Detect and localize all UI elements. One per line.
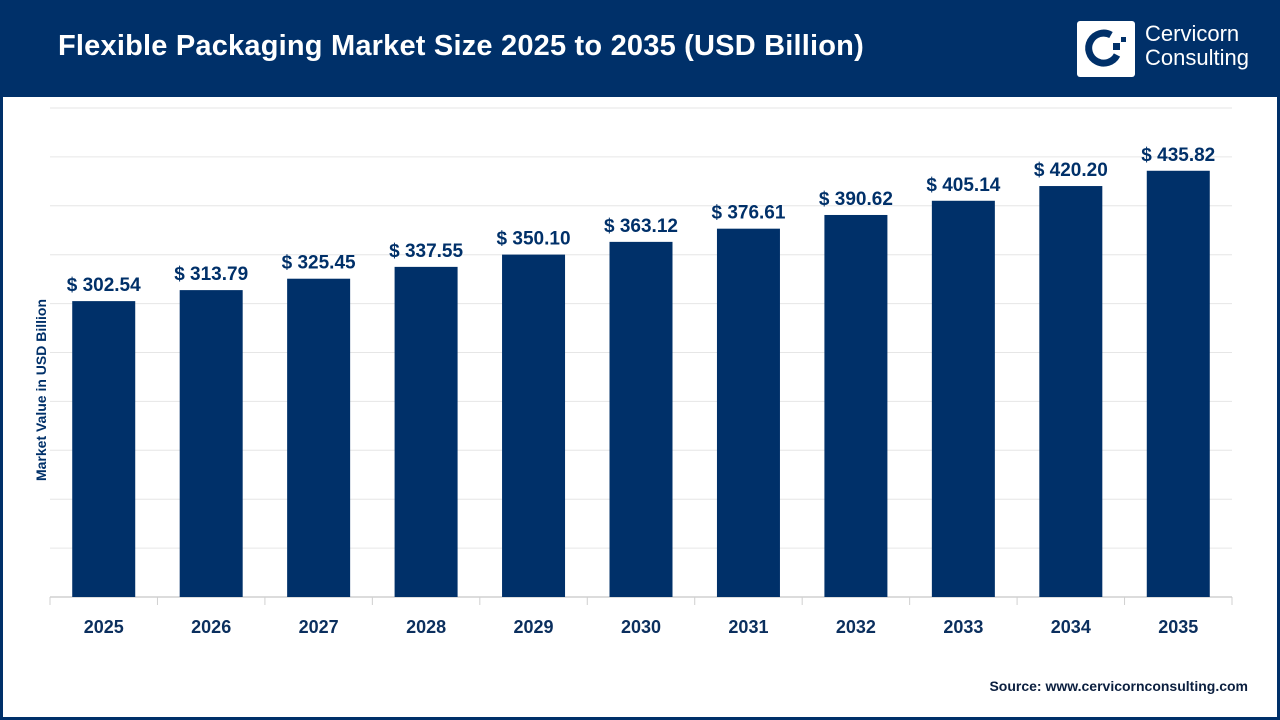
bar-2026	[179, 290, 243, 597]
x-tick-label-2030: 2030	[621, 617, 661, 637]
bar-2030	[609, 241, 673, 597]
x-tick-label-2031: 2031	[728, 617, 768, 637]
bar-2034	[1039, 186, 1103, 597]
chart-title: Flexible Packaging Market Size 2025 to 2…	[58, 30, 864, 62]
bar-2032	[824, 214, 888, 597]
logo-line2: Consulting	[1145, 45, 1249, 70]
x-tick-label-2025: 2025	[84, 617, 124, 637]
x-tick-label-2032: 2032	[836, 617, 876, 637]
x-tick-label-2029: 2029	[514, 617, 554, 637]
data-label-2032: $ 390.62	[819, 189, 893, 210]
data-label-2025: $ 302.54	[67, 275, 141, 296]
bar-2031	[716, 228, 780, 597]
x-tick-label-2034: 2034	[1051, 617, 1091, 637]
bar-2025	[72, 301, 136, 597]
data-label-2034: $ 420.20	[1034, 160, 1108, 181]
bar-2027	[287, 278, 351, 597]
logo-text: Cervicorn Consulting	[1145, 22, 1249, 70]
x-tick-label-2026: 2026	[191, 617, 231, 637]
logo-line1: Cervicorn	[1145, 21, 1240, 46]
data-label-2028: $ 337.55	[389, 241, 463, 262]
x-tick-label-2028: 2028	[406, 617, 446, 637]
y-axis-label: Market Value in USD Billion	[33, 298, 49, 482]
x-tick-label-2033: 2033	[943, 617, 983, 637]
data-label-2031: $ 376.61	[711, 203, 785, 224]
data-label-2026: $ 313.79	[174, 264, 248, 285]
data-label-2029: $ 350.10	[497, 229, 571, 250]
x-tick-label-2027: 2027	[299, 617, 339, 637]
data-label-2035: $ 435.82	[1141, 145, 1215, 166]
bar-2029	[502, 254, 566, 597]
x-tick-label-2035: 2035	[1158, 617, 1198, 637]
bar-2028	[394, 266, 458, 597]
data-label-2033: $ 405.14	[926, 175, 1000, 196]
data-label-2027: $ 325.45	[282, 253, 356, 274]
data-label-2030: $ 363.12	[604, 216, 678, 237]
bar-2035	[1146, 170, 1210, 597]
logo-icon	[1077, 21, 1135, 77]
source-text: Source: www.cervicornconsulting.com	[989, 678, 1248, 694]
header-bar: Flexible Packaging Market Size 2025 to 2…	[0, 0, 1280, 97]
bar-2033	[931, 200, 995, 598]
